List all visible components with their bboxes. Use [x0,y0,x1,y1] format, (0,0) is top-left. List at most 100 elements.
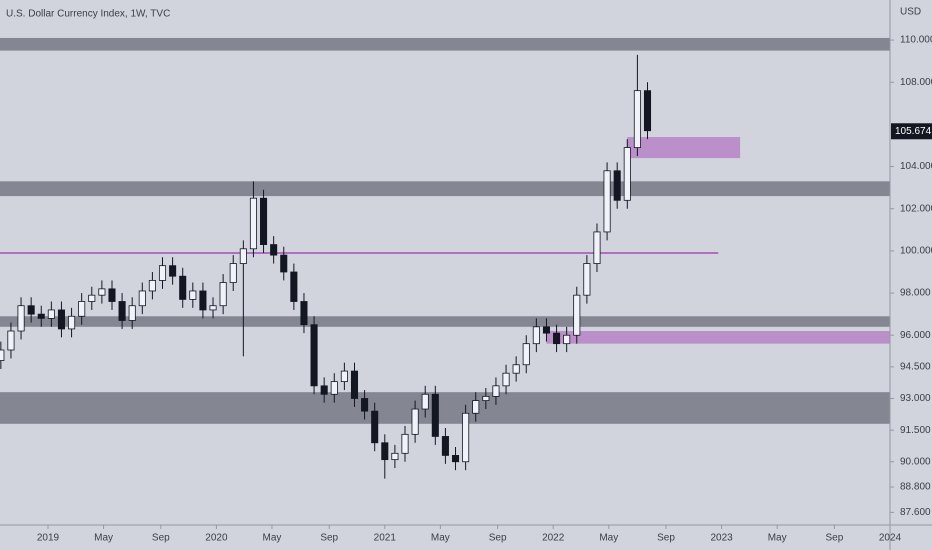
x-tick-label: 2021 [374,533,397,544]
candle-body [563,334,571,345]
candle-body [613,170,621,201]
y-tick-label: 102.000 [900,203,932,214]
candle-body [603,170,611,233]
x-tick-label: 2022 [542,533,565,544]
candle-body [78,301,86,317]
candle-body [27,305,35,315]
candle-body [219,282,227,307]
candle-body [68,315,76,330]
candle-body [633,90,641,148]
candle-body [472,400,480,414]
candle-body [37,313,45,319]
candle-body [462,412,470,463]
x-tick-label: 2019 [37,533,60,544]
candle-body [209,305,217,311]
candle-body [492,385,500,397]
x-tick-label: May [431,533,450,544]
candle-body [88,294,96,302]
chart-title: U.S. Dollar Currency Index, 1W, TVC [6,9,170,20]
x-tick-label: Sep [826,533,844,544]
y-tick-label: 110.000 [900,35,932,46]
candle-body [158,265,167,281]
candle-body [229,263,237,283]
candle-body [0,349,5,361]
x-tick-label: Sep [489,533,507,544]
y-tick-label: 88.800 [900,482,931,493]
candle-body [118,301,126,321]
candle-body [199,290,207,311]
candle-body [330,381,338,395]
candle-body [310,324,318,387]
x-tick-label: 2020 [205,533,228,544]
zone [0,392,890,424]
y-tick-label: 104.000 [900,161,932,172]
candle-body [138,290,146,307]
candle-body [7,330,15,351]
candle-body [128,305,136,321]
y-tick-label: 87.600 [900,507,931,518]
candle-body [290,271,298,302]
candle-body [532,326,540,345]
candle-body [98,288,106,296]
candle-body [320,385,328,395]
plot-area [0,37,890,479]
zone [627,137,741,159]
y-tick-label: 108.000 [900,77,932,88]
y-tick-label: 100.000 [900,246,932,257]
candle-body [179,275,187,300]
last-price-label: 105.674 [895,126,932,137]
zone [546,331,890,344]
candle-body [451,455,460,463]
candle-body [421,393,429,410]
x-tick-label: May [94,533,113,544]
y-tick-label: 96.000 [900,330,931,341]
axis-unit: USD [900,7,921,18]
candle-body [411,408,419,435]
x-tick-label: Sep [657,533,675,544]
candle-body [270,244,278,256]
candle-body [361,398,369,412]
candle-body [108,288,116,302]
candle-body [553,332,561,345]
candle-body [260,197,268,245]
candle-body [47,309,55,319]
y-tick-label: 94.500 [900,362,931,373]
candle-body [249,197,257,250]
candle-body [583,263,591,296]
x-tick-label: May [263,533,282,544]
candle-body [573,294,581,336]
y-tick-label: 93.000 [900,393,931,404]
y-tick-label: 98.000 [900,288,931,299]
x-tick-label: 2023 [710,533,733,544]
candle-body [57,309,65,330]
candle-body [542,326,550,334]
zone [0,37,890,51]
candle-body [391,452,399,461]
y-tick-label: 91.500 [900,425,931,436]
last-price-box [891,123,932,140]
candle-body [371,410,379,444]
candle-body [502,372,510,387]
candle-body [17,305,25,332]
x-tick-label: Sep [152,533,170,544]
candle-body [441,436,449,456]
candle-body [482,395,490,402]
candle-body [300,301,308,326]
candle-body [401,433,409,454]
candle-body [350,370,359,399]
x-tick-label: 2024 [879,533,902,544]
candle-body [340,370,348,383]
zone [0,181,890,197]
x-tick-label: May [768,533,787,544]
candle-body [169,265,177,277]
candle-body [239,248,247,264]
candle-body [148,280,156,292]
y-tick-label: 90.000 [900,456,931,467]
x-tick-label: May [599,533,618,544]
zone [0,316,890,327]
candle-body [280,254,288,273]
candle-body [522,343,530,366]
candle-body [431,393,439,437]
x-tick-label: Sep [320,533,338,544]
